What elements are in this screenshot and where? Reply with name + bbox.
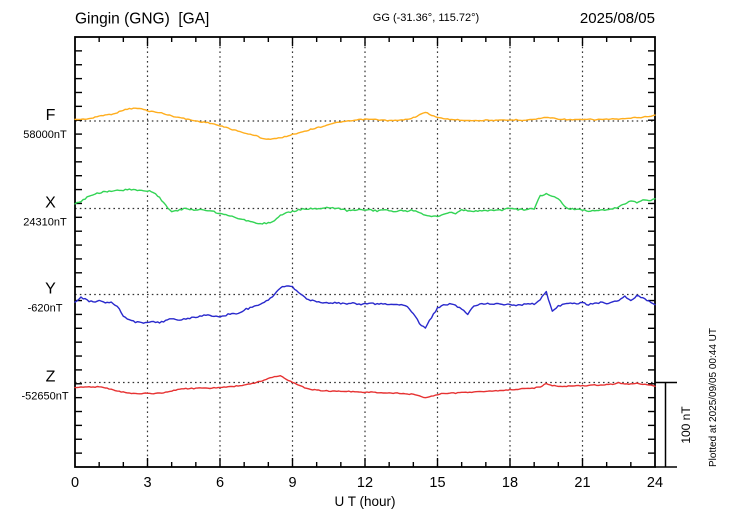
coordinates-label: GG (-31.36°, 115.72°) xyxy=(373,12,479,24)
trace-Z xyxy=(74,375,656,399)
channel-label-F: F xyxy=(46,107,56,124)
channel-label-Z: Z xyxy=(46,369,56,386)
x-tick-label: 0 xyxy=(71,475,79,491)
channel-baseline-value-X: 24310nT xyxy=(23,217,67,229)
trace-Y xyxy=(74,285,656,329)
channel-label-Y: Y xyxy=(45,281,56,298)
x-axis-title: U T (hour) xyxy=(334,494,395,509)
x-tick-label: 6 xyxy=(216,475,224,491)
trace-X xyxy=(74,188,656,225)
x-tick-label: 18 xyxy=(502,475,518,491)
x-tick-label: 3 xyxy=(143,475,151,491)
x-tick-label: 9 xyxy=(288,475,296,491)
x-tick-label: 24 xyxy=(647,475,663,491)
x-tick-label: 12 xyxy=(357,475,373,491)
scale-bar-label: 100 nT xyxy=(679,406,693,444)
channel-label-X: X xyxy=(45,195,56,212)
channel-baseline-value-Y: -620nT xyxy=(28,303,63,315)
date-label: 2025/08/05 xyxy=(580,10,655,27)
x-tick-label: 21 xyxy=(574,475,590,491)
channel-baseline-value-F: 58000nT xyxy=(23,129,67,141)
x-tick-label: 15 xyxy=(429,475,445,491)
plotted-at-label: Plotted at 2025/09/05 00:44 UT xyxy=(708,328,719,467)
trace-F xyxy=(74,107,656,141)
station-title: Gingin (GNG) [GA] xyxy=(75,11,209,28)
channel-baseline-value-Z: -52650nT xyxy=(21,391,68,403)
